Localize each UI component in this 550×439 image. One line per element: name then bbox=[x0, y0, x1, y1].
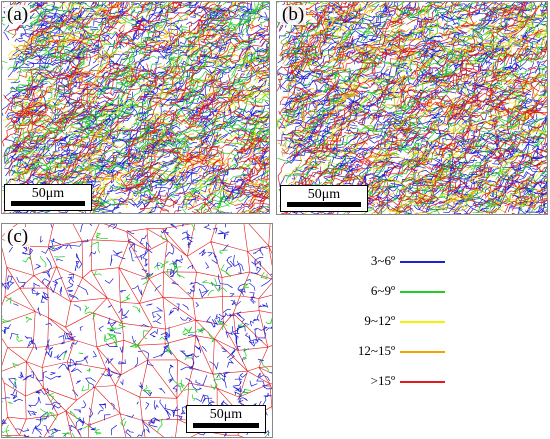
scale-bar-c: 50μm bbox=[186, 405, 266, 433]
misorientation-map-a bbox=[2, 2, 269, 213]
grain-boundary-lines bbox=[5, 2, 269, 213]
scale-bar-text-b: 50μm bbox=[307, 187, 341, 202]
scale-bar-b: 50μm bbox=[280, 185, 368, 212]
misorientation-legend: 3~6º 6~9º 9~12º 12~15º >15º bbox=[330, 253, 450, 403]
scale-bar-text-a: 50μm bbox=[31, 186, 65, 201]
grain-boundary-lines bbox=[2, 224, 272, 437]
legend-swatch bbox=[400, 351, 445, 353]
scale-bar-line-b bbox=[287, 202, 361, 207]
legend-label: 6~9º bbox=[370, 283, 395, 298]
legend-item-gt-15: >15º bbox=[330, 373, 450, 393]
panel-label-c: (c) bbox=[5, 226, 31, 247]
ebsd-map-panel-a: (a) 50μm bbox=[1, 1, 270, 214]
scale-bar-a: 50μm bbox=[4, 184, 92, 211]
legend-swatch bbox=[400, 291, 445, 293]
legend-label: 12~15º bbox=[357, 343, 395, 358]
legend-swatch bbox=[400, 321, 445, 323]
misorientation-map-b bbox=[277, 2, 547, 214]
legend-swatch bbox=[400, 381, 445, 383]
ebsd-map-panel-b: (b) 50μm bbox=[276, 1, 548, 215]
legend-item-12-15: 12~15º bbox=[330, 343, 450, 363]
grain-boundary-lines bbox=[277, 2, 547, 214]
legend-item-3-6: 3~6º bbox=[330, 253, 450, 273]
panel-label-b: (b) bbox=[280, 4, 307, 25]
grain-boundary-lines bbox=[2, 2, 269, 213]
scale-bar-line-c bbox=[193, 423, 259, 428]
legend-item-6-9: 6~9º bbox=[330, 283, 450, 303]
legend-label: 9~12º bbox=[364, 313, 395, 328]
legend-label: 3~6º bbox=[370, 253, 395, 268]
ebsd-map-panel-c: (c) 50μm bbox=[1, 223, 273, 438]
panel-label-a: (a) bbox=[5, 4, 31, 25]
legend-label: >15º bbox=[370, 373, 395, 388]
legend-item-9-12: 9~12º bbox=[330, 313, 450, 333]
legend-swatch bbox=[400, 261, 445, 263]
scale-bar-line-a bbox=[11, 201, 85, 206]
scale-bar-text-c: 50μm bbox=[209, 407, 243, 422]
